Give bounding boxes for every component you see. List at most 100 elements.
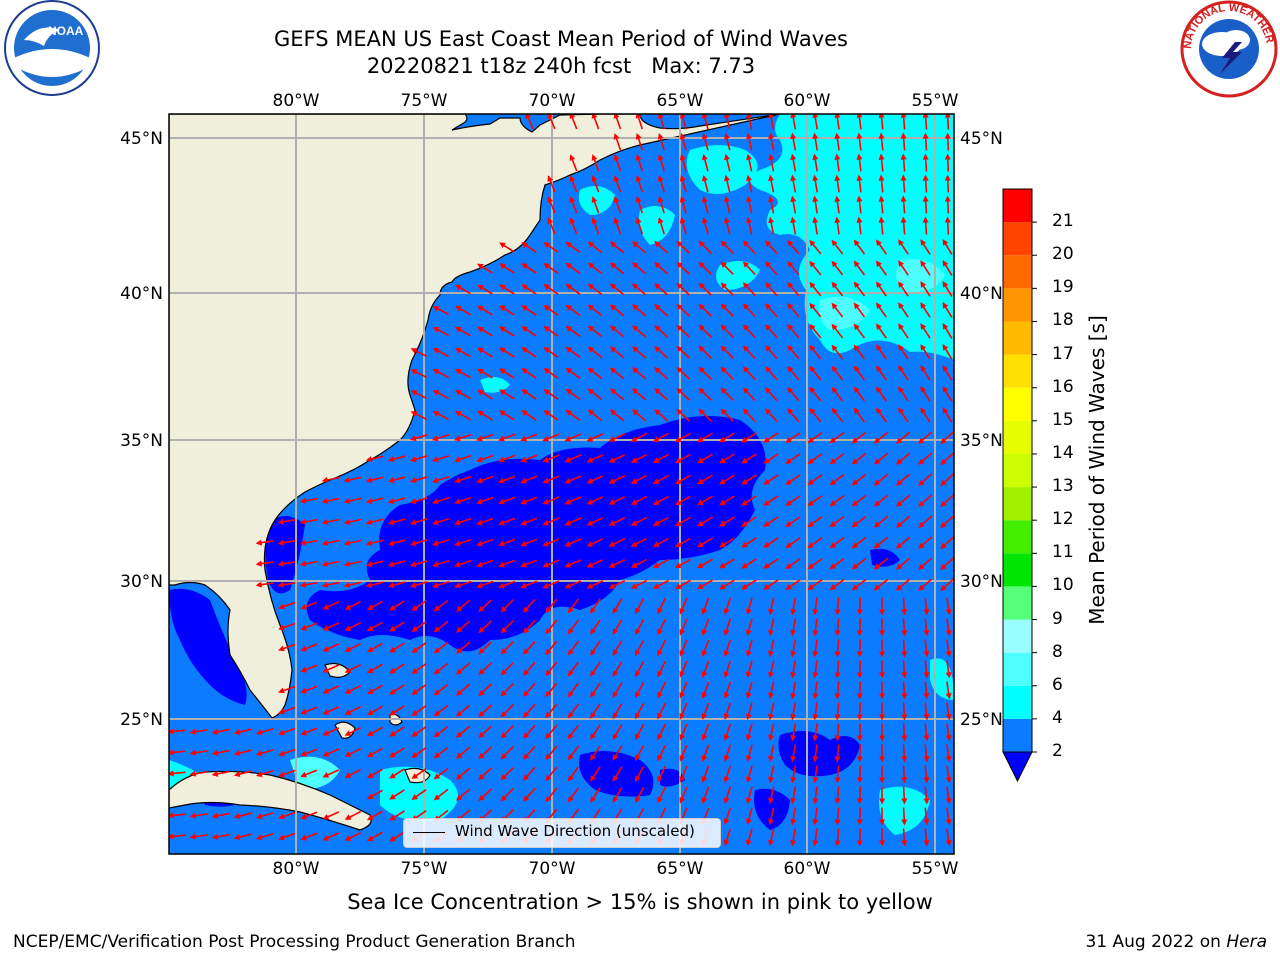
wave-vector-head	[630, 520, 638, 526]
wave-vector-head	[543, 325, 551, 332]
wave-vector-head	[521, 326, 528, 332]
legend-label: Wind Wave Direction (unscaled)	[455, 822, 695, 840]
wave-vector-head	[545, 606, 552, 614]
wave-vector-head	[455, 626, 463, 633]
wave-vector-head	[432, 410, 440, 417]
wave-vector-head	[875, 344, 882, 352]
wave-vector-head	[590, 607, 596, 614]
wave-vector-head	[343, 582, 351, 588]
wave-vector-head	[565, 262, 573, 269]
wave-vector-head	[366, 646, 374, 653]
wave-vector-head	[433, 773, 441, 780]
lat-label-right: 30°N	[960, 572, 1003, 592]
wave-vector-head	[701, 692, 708, 699]
wave-vector-head	[609, 283, 617, 290]
wave-vector-head	[812, 777, 819, 784]
wave-vector-head	[322, 604, 330, 610]
wave-vector-head	[433, 647, 441, 654]
wave-vector-head	[366, 688, 374, 695]
wave-vector-head	[901, 609, 908, 616]
wave-vector-head	[785, 584, 793, 590]
wave-vector-head	[499, 368, 506, 375]
wave-vector-head	[389, 772, 396, 779]
footer-credit: NCEP/EMC/Verification Post Processing Pr…	[13, 932, 576, 952]
wave-vector-head	[542, 456, 549, 463]
wave-vector-head	[366, 793, 374, 800]
wave-vector-head	[657, 216, 664, 224]
wave-vector-head	[499, 305, 506, 312]
wave-vector-head	[500, 648, 507, 655]
wave-vector-head	[567, 648, 574, 656]
wave-vector-head	[322, 814, 330, 820]
wave-vector-head	[590, 670, 596, 677]
colorbar-tick-label: 21	[1052, 211, 1074, 232]
wave-vector-head	[277, 560, 285, 567]
wave-vector-head	[387, 456, 395, 463]
wave-vector-head	[389, 814, 396, 821]
wave-vector-head	[829, 479, 837, 486]
wave-vector-head	[879, 798, 886, 805]
wave-vector-head	[433, 668, 441, 675]
wave-vector-head	[500, 690, 507, 697]
wave-vector-head	[701, 671, 708, 678]
wave-vector-head	[567, 774, 574, 782]
wave-vector-head	[609, 325, 617, 332]
wave-vector-head	[724, 132, 730, 140]
wave-vector-head	[613, 175, 620, 182]
wave-vector-head	[679, 114, 686, 119]
wave-vector-head	[521, 368, 528, 374]
wave-vector-head	[365, 498, 373, 504]
wave-vector-head	[654, 346, 661, 353]
wave-vector-head	[901, 714, 908, 721]
wave-vector-head	[344, 730, 352, 736]
wave-vector-head	[387, 498, 395, 505]
wave-vector-head	[765, 282, 772, 289]
wave-vector-head	[787, 407, 794, 415]
wave-vector-head	[898, 365, 904, 372]
wave-vector-head	[701, 216, 708, 224]
wave-vector-head	[900, 174, 907, 181]
wave-vector-head	[942, 239, 949, 246]
wave-vector-head	[300, 750, 307, 757]
wave-vector-head	[812, 195, 819, 203]
wave-vector-head	[477, 326, 484, 333]
wave-vector-head	[432, 326, 440, 333]
wave-vector-head	[564, 583, 572, 589]
wave-vector-head	[787, 239, 794, 247]
wave-vector-head	[879, 630, 886, 637]
wave-vector-head	[410, 369, 418, 375]
wave-vector-head	[477, 389, 484, 396]
vector-legend: Wind Wave Direction (unscaled)	[403, 818, 721, 848]
wave-vector-head	[542, 477, 549, 484]
wave-vector-head	[856, 609, 863, 616]
wave-vector-head	[940, 500, 947, 508]
wave-vector-head	[189, 812, 196, 819]
wave-vector-head	[564, 457, 572, 463]
wave-vector-head	[768, 114, 775, 119]
wave-vector-head	[720, 408, 728, 415]
wave-vector-head	[612, 733, 619, 740]
wave-vector-head	[785, 437, 793, 443]
wave-vector-head	[942, 260, 949, 267]
wave-vector-head	[745, 671, 752, 679]
wave-vector-head	[900, 132, 907, 139]
wave-vector-head	[389, 646, 396, 653]
wave-vector-head	[945, 693, 952, 700]
wave-vector-head	[745, 818, 752, 826]
wave-vector-head	[918, 479, 925, 486]
wave-vector-head	[900, 114, 907, 118]
wave-vector-head	[569, 114, 576, 119]
wave-vector-head	[940, 584, 947, 592]
wave-vector-head	[790, 797, 797, 805]
wave-vector-head	[679, 670, 685, 678]
wave-vector-head	[834, 735, 841, 742]
wave-vector-head	[768, 755, 774, 763]
wave-vector-head	[652, 583, 660, 589]
colorbar-tick-label: 15	[1052, 409, 1074, 430]
wave-vector-head	[723, 671, 730, 678]
wave-vector-head	[657, 712, 663, 720]
wave-vector-head	[674, 520, 682, 527]
wave-vector-head	[696, 436, 704, 443]
wave-vector-head	[169, 770, 174, 777]
wave-vector-head	[745, 797, 752, 805]
